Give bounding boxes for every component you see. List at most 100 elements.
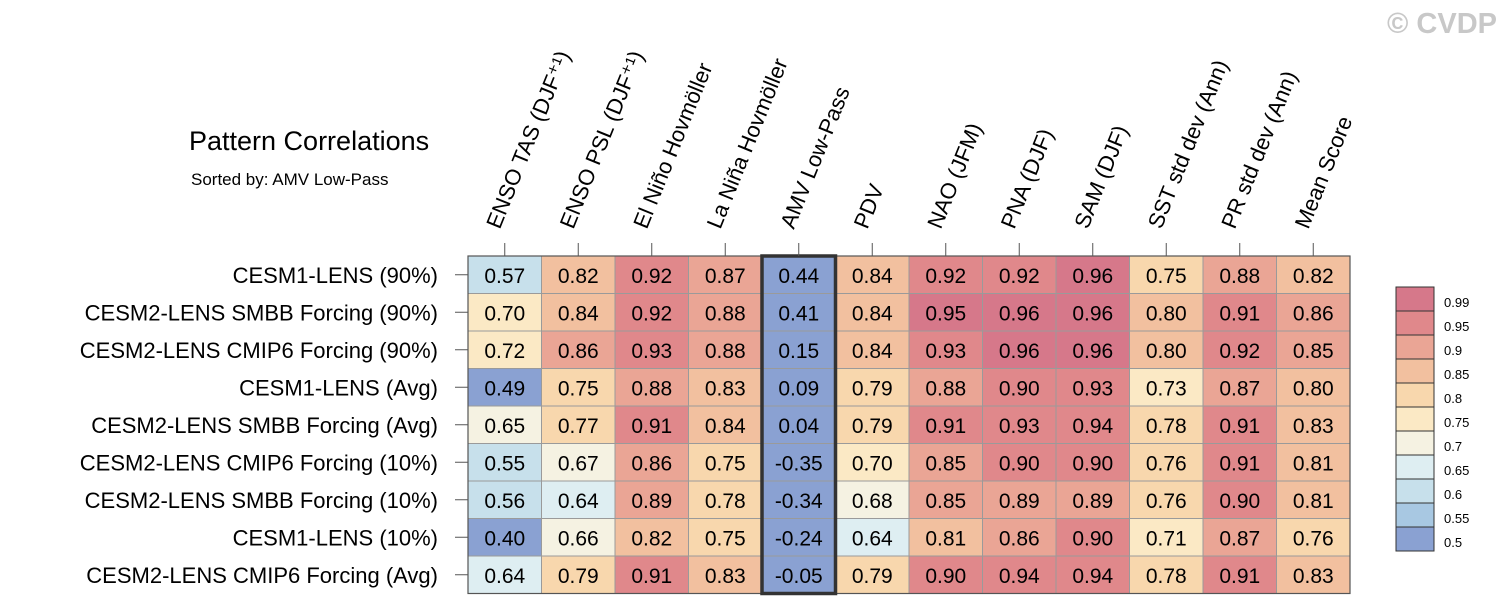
cell-value: 0.77 — [558, 415, 599, 438]
cell-value: 0.67 — [558, 452, 599, 475]
heatmap-cell — [908, 368, 983, 407]
cell-value: 0.91 — [1219, 415, 1260, 438]
heatmap-cell — [1129, 480, 1204, 519]
cell-value: 0.80 — [1146, 302, 1187, 325]
colorbar-label: 0.6 — [1444, 487, 1462, 502]
cell-value: 0.80 — [1293, 377, 1334, 400]
cell-value: 0.66 — [558, 527, 599, 550]
cell-value: 0.75 — [558, 377, 599, 400]
heatmap-cell — [982, 405, 1057, 444]
heatmap-cell — [835, 555, 910, 594]
row-label: CESM1-LENS (10%) — [233, 525, 438, 550]
cell-value: 0.90 — [1072, 452, 1113, 475]
column-label: SST std dev (Ann) — [1143, 56, 1233, 232]
heatmap-cell — [1202, 405, 1277, 444]
cell-value: 0.96 — [1072, 340, 1113, 363]
heatmap-cell — [835, 293, 910, 332]
cell-value: 0.65 — [484, 415, 525, 438]
cell-value: 0.55 — [484, 452, 525, 475]
colorbar-frame — [1395, 286, 1435, 552]
colorbar-label: 0.85 — [1444, 367, 1469, 382]
heatmap-cell — [1276, 555, 1351, 594]
cell-value: 0.91 — [631, 565, 672, 588]
cell-value: 0.92 — [1219, 340, 1260, 363]
cell-value: 0.83 — [1293, 565, 1334, 588]
cell-value: -0.34 — [775, 490, 823, 513]
column-label: El Niño Hovmöller — [628, 59, 717, 232]
cell-value: 0.68 — [852, 490, 893, 513]
row-label: CESM2-LENS SMBB Forcing (Avg) — [91, 413, 438, 438]
heatmap-cell — [1129, 330, 1204, 369]
heatmap-cell — [761, 443, 836, 482]
cell-value: 0.93 — [999, 415, 1040, 438]
cell-value: 0.95 — [925, 302, 966, 325]
heatmap-cell — [1055, 443, 1130, 482]
cell-value: 0.89 — [631, 490, 672, 513]
colorbar-label: 0.75 — [1444, 415, 1469, 430]
heatmap-cell — [541, 368, 616, 407]
cell-value: 0.88 — [925, 377, 966, 400]
cell-value: -0.35 — [775, 452, 823, 475]
colorbar-segment — [1396, 335, 1434, 359]
cell-value: 0.80 — [1146, 340, 1187, 363]
cell-value: 0.87 — [1219, 527, 1260, 550]
cell-value: -0.24 — [775, 527, 823, 550]
cell-value: 0.04 — [778, 415, 819, 438]
colorbar-label: 0.9 — [1444, 343, 1462, 358]
heatmap-cell — [688, 480, 763, 519]
cell-value: 0.92 — [631, 265, 672, 288]
cell-value: 0.86 — [631, 452, 672, 475]
cell-value: 0.86 — [1293, 302, 1334, 325]
heatmap-cell — [1129, 368, 1204, 407]
cell-value: 0.73 — [1146, 377, 1187, 400]
column-label: PDV — [849, 180, 889, 232]
cell-value: 0.78 — [1146, 565, 1187, 588]
column-label: SAM (DJF) — [1069, 122, 1133, 232]
cell-value: 0.85 — [925, 490, 966, 513]
colorbar-segment — [1396, 527, 1434, 551]
cell-value: 0.91 — [631, 415, 672, 438]
column-label: Mean Score — [1290, 113, 1358, 232]
cell-value: 0.79 — [852, 415, 893, 438]
colorbar-label: 0.5 — [1444, 535, 1462, 550]
heatmap-cell — [982, 255, 1057, 294]
heatmap-cell — [467, 330, 542, 369]
heatmap-cell — [688, 405, 763, 444]
cell-value: 0.72 — [484, 340, 525, 363]
cell-value: 0.96 — [1072, 302, 1113, 325]
cell-value: 0.91 — [1219, 302, 1260, 325]
cell-value: 0.90 — [1219, 490, 1260, 513]
cell-value: 0.44 — [778, 265, 819, 288]
colorbar-label: 0.65 — [1444, 463, 1469, 478]
chart-title: Pattern Correlations — [189, 126, 430, 156]
heatmap-cell — [982, 555, 1057, 594]
cell-value: 0.92 — [631, 302, 672, 325]
heatmap-cell — [467, 555, 542, 594]
heatmap-cell — [541, 443, 616, 482]
heatmap-cell — [614, 368, 689, 407]
cell-value: 0.83 — [705, 565, 746, 588]
heatmap-cell — [1055, 293, 1130, 332]
heatmap-cell — [1129, 518, 1204, 557]
column-label: PNA (DJF) — [996, 125, 1059, 232]
heatmap-cell — [1202, 518, 1277, 557]
colorbar-segment — [1396, 407, 1434, 431]
column-label: AMV Low-Pass — [775, 83, 855, 232]
cell-value: 0.92 — [925, 265, 966, 288]
cell-value: 0.81 — [1293, 490, 1334, 513]
cell-value: -0.05 — [775, 565, 823, 588]
colorbar-segment — [1396, 311, 1434, 335]
cell-value: 0.84 — [852, 265, 893, 288]
colorbar-label: 0.7 — [1444, 439, 1462, 454]
heatmap-cell — [908, 443, 983, 482]
heatmap-cell — [467, 443, 542, 482]
cell-value: 0.64 — [484, 565, 525, 588]
colorbar-segment — [1396, 431, 1434, 455]
cell-value: 0.93 — [1072, 377, 1113, 400]
cell-value: 0.89 — [999, 490, 1040, 513]
row-label: CESM2-LENS CMIP6 Forcing (Avg) — [86, 563, 438, 588]
colorbar-segment — [1396, 479, 1434, 503]
cell-value: 0.75 — [705, 527, 746, 550]
cell-value: 0.91 — [1219, 452, 1260, 475]
